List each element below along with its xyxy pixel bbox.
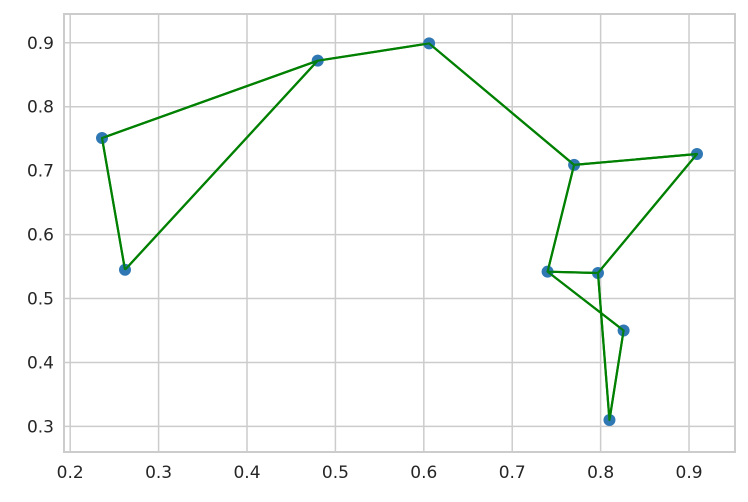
- x-tick-label: 0.3: [145, 463, 172, 483]
- x-tick-label: 0.7: [499, 463, 526, 483]
- y-axis-ticks: 0.3 0.4 0.5 0.6 0.7 0.8 0.9: [27, 34, 54, 438]
- connecting-lines: [100, 42, 699, 422]
- y-tick-label: 0.8: [27, 98, 54, 118]
- y-tick-label: 0.7: [27, 162, 54, 182]
- x-tick-label: 0.4: [233, 463, 260, 483]
- x-tick-label: 0.5: [322, 463, 349, 483]
- data-points: [96, 37, 703, 427]
- connecting-segment-overlay: [547, 270, 598, 275]
- y-tick-label: 0.3: [27, 417, 54, 437]
- x-tick-label: 0.6: [410, 463, 437, 483]
- y-tick-label: 0.6: [27, 226, 54, 246]
- connecting-path: [100, 42, 699, 422]
- x-axis-ticks: 0.2 0.3 0.4 0.5 0.6 0.7 0.8 0.9: [57, 463, 703, 483]
- connecting-path-overlay: [100, 42, 699, 422]
- connecting-segment-overlay: [124, 59, 319, 271]
- grid: [64, 14, 735, 452]
- y-tick-label: 0.5: [27, 290, 54, 310]
- x-tick-label: 0.8: [587, 463, 614, 483]
- line-overlay: [100, 42, 699, 422]
- y-tick-label: 0.4: [27, 353, 54, 373]
- y-tick-label: 0.9: [27, 34, 54, 54]
- x-tick-label: 0.2: [57, 463, 84, 483]
- x-tick-label: 0.9: [676, 463, 703, 483]
- plot-frame: [63, 13, 736, 453]
